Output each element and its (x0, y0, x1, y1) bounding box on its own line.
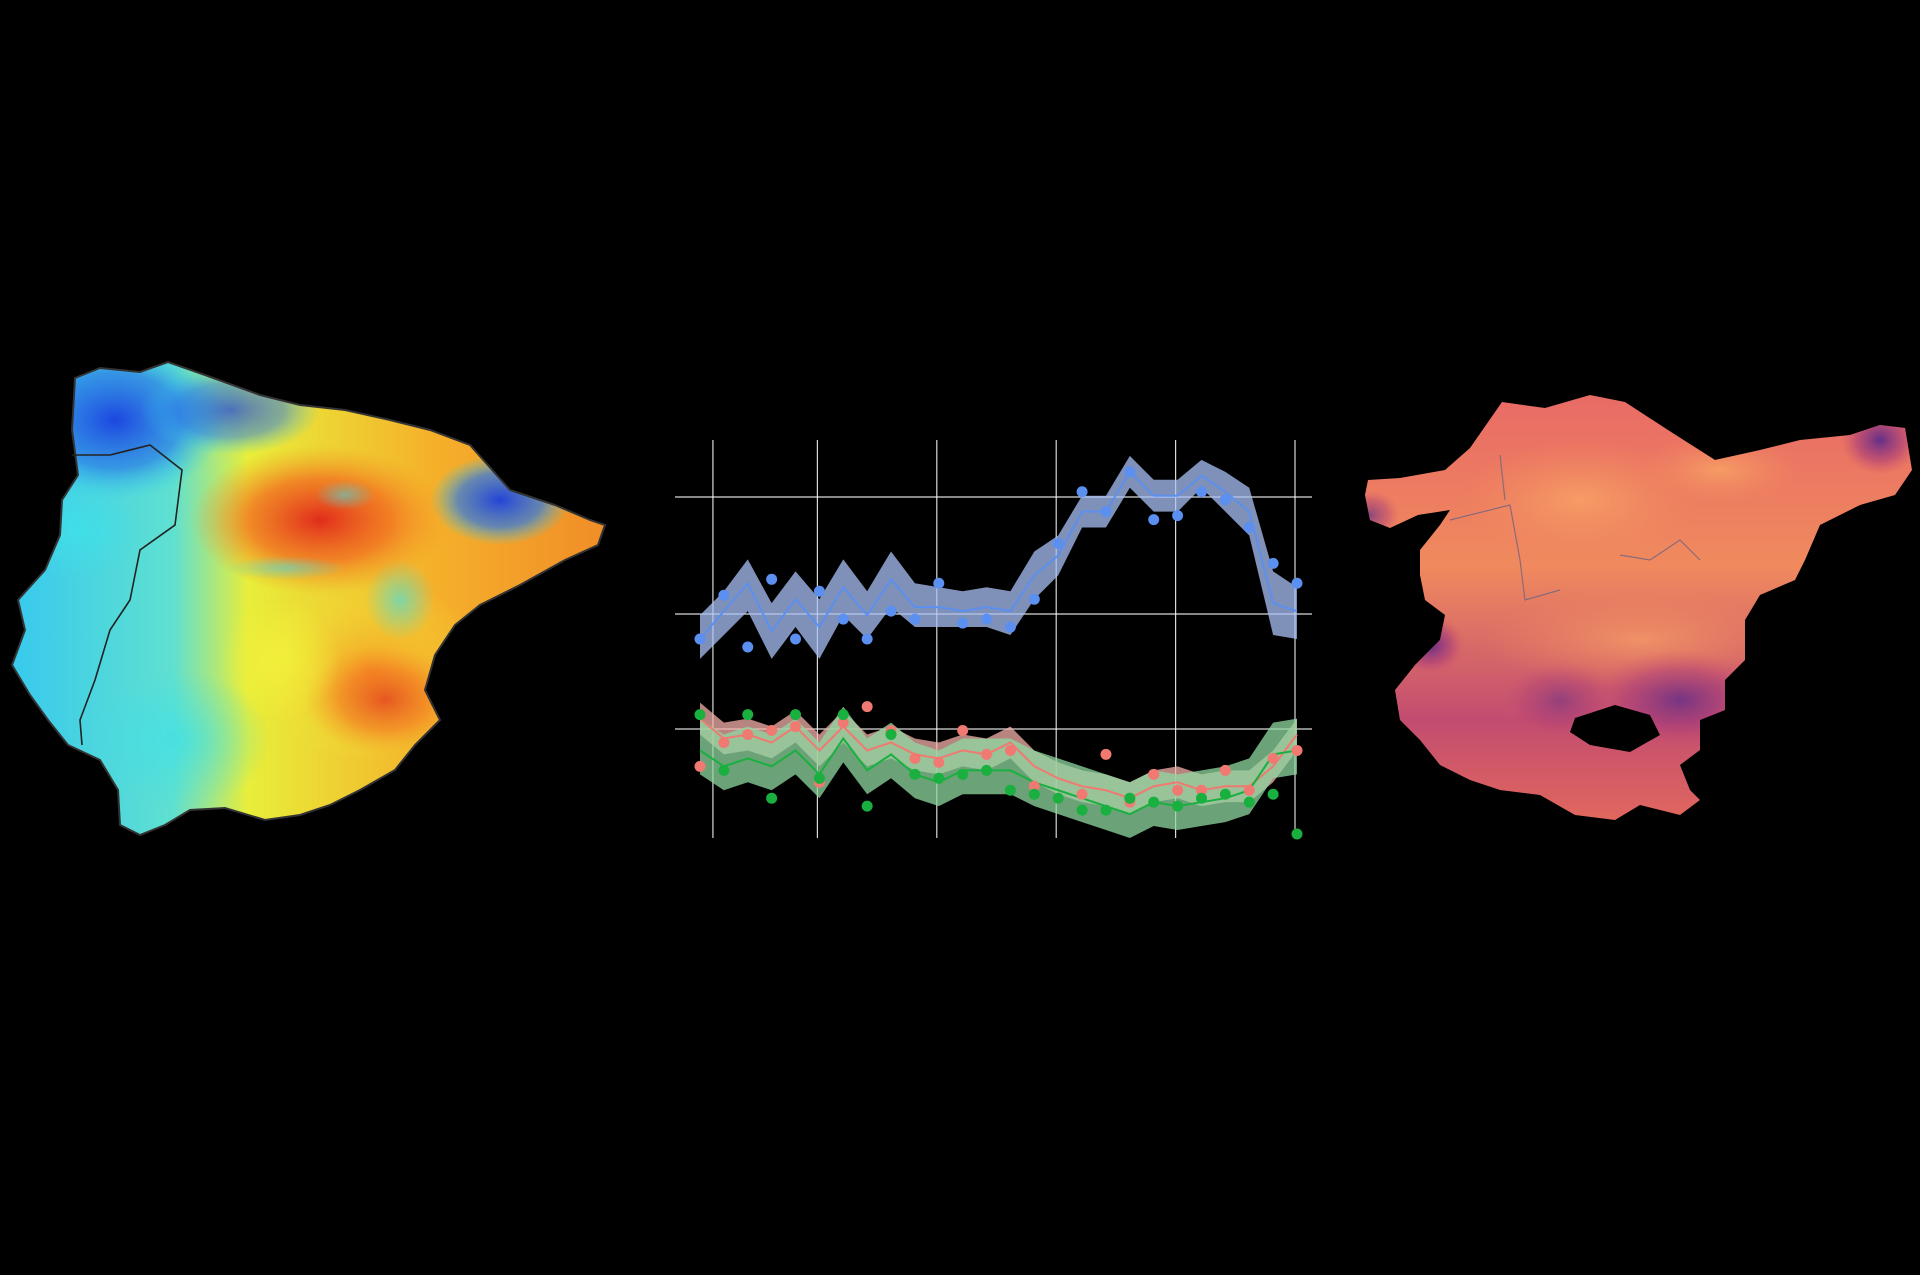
series-1-point-19 (1148, 768, 1160, 780)
series-0-point-14 (1028, 593, 1040, 605)
series-2-line (699, 736, 1298, 816)
series-1-point-25 (1291, 744, 1303, 756)
series-points (694, 466, 1303, 840)
basque-inner-border-2 (1619, 539, 1701, 561)
series-2-point-10 (933, 772, 945, 784)
series-2-point-4 (790, 709, 802, 721)
basque-hole (1570, 705, 1660, 752)
series-0-line (699, 470, 1298, 640)
series-2-point-20 (1172, 800, 1184, 812)
series-0-point-24 (1267, 557, 1279, 569)
series-2-point-16 (1076, 804, 1088, 816)
series-2-point-18 (1124, 792, 1136, 804)
series-1-point-0 (694, 760, 706, 772)
series-2-point-23 (1243, 796, 1255, 808)
series-2-point-7 (861, 800, 873, 812)
time-series-chart (675, 440, 1312, 840)
series-0-point-5 (813, 585, 825, 597)
series-2-point-0 (694, 709, 706, 721)
series-0-point-11 (957, 617, 969, 629)
series-2-band (700, 706, 1297, 838)
series-1-point-10 (933, 756, 945, 768)
series-1-point-11 (957, 725, 969, 737)
series-0-point-10 (933, 577, 945, 589)
series-1-point-17 (1100, 748, 1112, 760)
series-0-point-15 (1052, 537, 1064, 549)
series-2-point-19 (1148, 796, 1160, 808)
series-0-point-8 (885, 605, 897, 617)
series-0-band (700, 455, 1297, 659)
series-1-point-4 (790, 721, 802, 733)
series-2-point-12 (981, 764, 993, 776)
series-0-point-13 (1004, 621, 1016, 633)
series-0-point-23 (1243, 522, 1255, 534)
series-0-point-0 (694, 633, 706, 645)
series-1-point-16 (1076, 788, 1088, 800)
basque-heatmap (1365, 395, 1912, 820)
series-0-point-7 (861, 633, 873, 645)
portugal-border (79, 444, 183, 746)
series-0-point-9 (909, 613, 921, 625)
series-0-point-25 (1291, 577, 1303, 589)
series-2-point-22 (1219, 788, 1231, 800)
series-1-point-22 (1219, 764, 1231, 776)
series-2-point-1 (718, 764, 730, 776)
confidence-bands (700, 455, 1297, 838)
series-1-point-21 (1195, 784, 1207, 796)
series-2-point-2 (742, 709, 754, 721)
series-1-point-13 (1004, 744, 1016, 756)
series-0-point-6 (837, 613, 849, 625)
series-2-point-14 (1028, 788, 1040, 800)
series-1-point-12 (981, 748, 993, 760)
series-1-point-6 (837, 717, 849, 729)
series-1-point-23 (1243, 784, 1255, 796)
series-1-point-2 (742, 729, 754, 741)
series-0-point-12 (981, 613, 993, 625)
series-1-point-7 (861, 701, 873, 713)
series-0-point-18 (1124, 466, 1136, 478)
series-2-point-13 (1004, 784, 1016, 796)
series-0-point-22 (1219, 494, 1231, 506)
basque-inner-border-3 (1499, 454, 1506, 501)
series-0-point-20 (1172, 510, 1184, 522)
series-1-point-3 (766, 725, 778, 737)
series-0-point-3 (766, 573, 778, 585)
series-0-point-1 (718, 589, 730, 601)
series-2-point-21 (1195, 792, 1207, 804)
series-1-point-1 (718, 736, 730, 748)
series-2-point-5 (813, 772, 825, 784)
series-2-point-15 (1052, 792, 1064, 804)
basque-inner-border-1 (1449, 504, 1561, 601)
series-0-point-2 (742, 641, 754, 653)
series-2-point-25 (1291, 828, 1303, 840)
series-2-point-3 (766, 792, 778, 804)
series-2-point-6 (837, 709, 849, 721)
iberia-heatmap (11, 361, 606, 836)
series-0-point-21 (1195, 486, 1207, 498)
series-1-point-24 (1267, 752, 1279, 764)
series-1-point-14 (1028, 780, 1040, 792)
series-0-point-17 (1100, 506, 1112, 518)
series-0-point-19 (1148, 514, 1160, 526)
series-0-point-16 (1076, 486, 1088, 498)
series-0-point-4 (790, 633, 802, 645)
series-2-point-11 (957, 768, 969, 780)
series-2-point-9 (909, 768, 921, 780)
series-2-point-8 (885, 729, 897, 741)
series-2-point-17 (1100, 804, 1112, 816)
series-1-point-20 (1172, 784, 1184, 796)
series-2-point-24 (1267, 788, 1279, 800)
series-1-point-9 (909, 752, 921, 764)
